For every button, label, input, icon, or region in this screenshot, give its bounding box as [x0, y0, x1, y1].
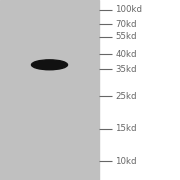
Text: 15kd: 15kd [115, 124, 137, 133]
Bar [0, 0, 99, 180]
Text: 35kd: 35kd [115, 65, 137, 74]
Text: 70kd: 70kd [115, 20, 137, 29]
Text: 55kd: 55kd [115, 32, 137, 41]
Text: 10kd: 10kd [115, 157, 137, 166]
Ellipse shape [31, 60, 68, 70]
Text: 100kd: 100kd [115, 5, 142, 14]
Text: 40kd: 40kd [115, 50, 137, 59]
Text: 25kd: 25kd [115, 92, 137, 101]
